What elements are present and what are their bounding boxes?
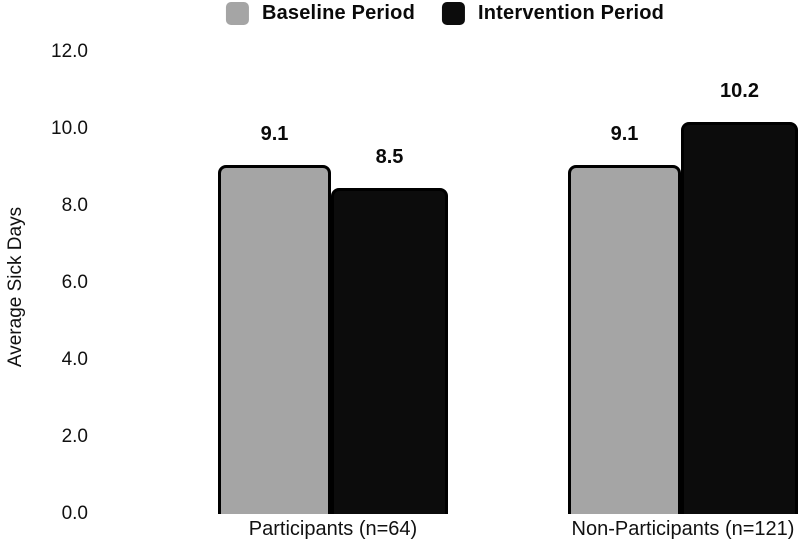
y-tick-label: 12.0 [51, 41, 88, 62]
legend-label-intervention-period: Intervention Period [478, 2, 665, 24]
bar-baseline-period-participants-n-64 [218, 165, 331, 514]
bar-value-label: 8.5 [375, 146, 404, 168]
legend-item-baseline-period: Baseline Period [225, 2, 416, 25]
y-tick-label: 0.0 [61, 503, 88, 524]
baseline-period-swatch-icon [225, 2, 249, 25]
intervention-period-swatch-icon [442, 2, 466, 25]
y-tick-label: 2.0 [61, 426, 88, 447]
bar-value-label: 9.1 [610, 123, 639, 145]
bar-value-label: 9.1 [260, 123, 289, 145]
y-tick-label: 6.0 [61, 272, 88, 293]
x-axis-category-label: Non-Participants (n=121) [571, 518, 795, 540]
legend-label-baseline-period: Baseline Period [261, 2, 416, 24]
y-tick-label: 10.0 [51, 118, 88, 139]
y-tick-label: 4.0 [61, 349, 88, 370]
x-axis-category-label: Participants (n=64) [248, 518, 418, 540]
y-tick-label: 8.0 [61, 195, 88, 216]
bar-intervention-period-non-participants-n-121 [681, 122, 798, 514]
bar-value-label: 10.2 [720, 80, 759, 102]
legend: Baseline Period Intervention Period [225, 2, 664, 25]
bar-intervention-period-participants-n-64 [331, 188, 448, 514]
legend-item-intervention-period: Intervention Period [442, 2, 664, 25]
bar-baseline-period-non-participants-n-121 [568, 165, 681, 514]
